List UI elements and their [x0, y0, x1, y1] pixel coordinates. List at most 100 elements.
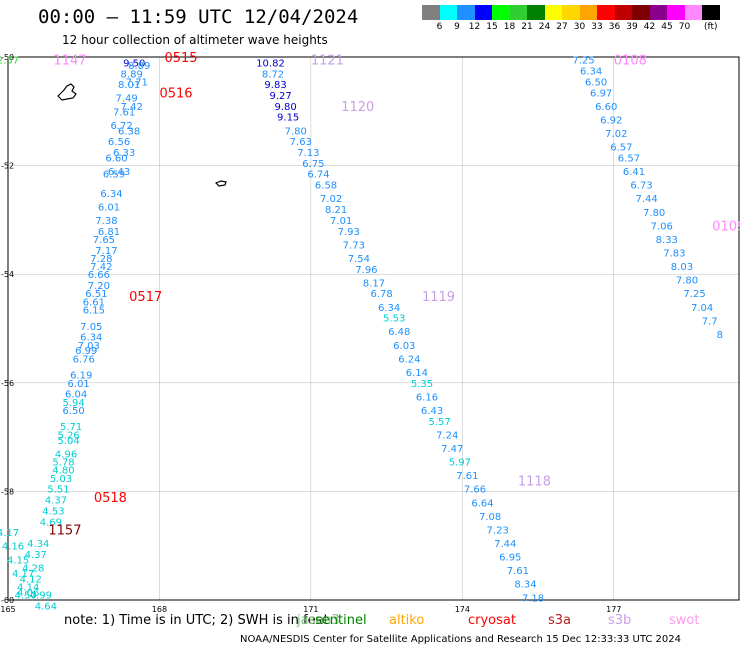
- swh-value-label: 6.57: [610, 143, 632, 154]
- swh-value-label: 6.95: [499, 553, 521, 564]
- swh-value-label: 5.04: [57, 436, 79, 447]
- swh-value-label: 7.18: [522, 593, 544, 604]
- swh-value-label: 7.42: [121, 102, 143, 113]
- colorbar-cell: [422, 5, 440, 20]
- swh-value-label: 7.42: [90, 262, 112, 273]
- satellite-legend-item: jason3: [297, 613, 340, 628]
- swh-value-label: 7.66: [464, 485, 486, 496]
- y-tick-label: -58: [1, 487, 14, 496]
- colorbar-cell: [492, 5, 510, 20]
- swh-value-label: 5.78: [52, 458, 74, 469]
- swh-value-label: 6.04: [65, 390, 87, 401]
- swh-value-label: 7.25: [683, 289, 705, 300]
- colorbar-label: 15: [486, 22, 498, 32]
- swh-value-label: 7.54: [348, 254, 370, 265]
- y-tick-label: -60: [1, 596, 14, 605]
- y-tick-label: -56: [1, 379, 14, 388]
- swh-value-label: 6.50: [62, 406, 84, 417]
- swh-value-label: 5.97: [449, 458, 471, 469]
- swh-value-label: 6.60: [595, 102, 617, 113]
- swh-value-label: 4.28: [22, 563, 44, 574]
- y-tick-label: -50: [1, 53, 14, 62]
- satellite-legend-item: s3a: [548, 613, 572, 628]
- swh-value-label: 7.80: [285, 126, 307, 137]
- swh-value-label: 6.15: [83, 305, 105, 316]
- swh-value-label: 6.56: [108, 137, 130, 148]
- swh-value-label: 4.15: [7, 555, 29, 566]
- swh-value-label: 7.61: [456, 471, 478, 482]
- swh-value-label: 5.53: [383, 314, 405, 325]
- colorbar-label: 39: [626, 22, 638, 32]
- swh-value-label: 6.38: [118, 126, 140, 137]
- swh-value-label: 7.03: [78, 341, 100, 352]
- swh-value-label: 6.57: [618, 153, 640, 164]
- swh-value-label: 6.61: [83, 297, 105, 308]
- swh-value-label: 5.26: [57, 430, 79, 441]
- colorbar-cell: [597, 5, 615, 20]
- colorbar-cell: [457, 5, 475, 20]
- swh-value-label: 4.12: [20, 574, 42, 585]
- satellite-legend-item: s3b: [608, 613, 632, 628]
- colorbar-label: 42: [643, 22, 656, 32]
- swh-value-label: 7.06: [651, 221, 673, 232]
- swh-value-label: 6.78: [370, 289, 392, 300]
- swh-value-label: 9.83: [264, 80, 286, 91]
- swh-value-label: 8.33: [656, 235, 678, 246]
- plot-frame: [7, 56, 740, 601]
- swh-value-label: 8.21: [325, 205, 347, 216]
- swh-value-label: 6.48: [388, 327, 410, 338]
- swh-value-label: 6.34: [100, 189, 122, 200]
- colorbar-label: (ft): [703, 22, 718, 32]
- satellite-legend-item: cryosat: [468, 613, 516, 628]
- swh-value-label: 7.28: [90, 254, 112, 265]
- swh-value-label: 7.61: [507, 566, 529, 577]
- pass-time-label: 0109: [712, 219, 740, 234]
- swh-value-label: 7.83: [663, 248, 685, 259]
- swh-value-label: 6.58: [315, 181, 337, 192]
- swh-value-label: 6.14: [406, 368, 428, 379]
- colorbar-label: 30: [573, 22, 586, 32]
- swh-value-label: 8.89: [121, 69, 143, 80]
- swh-value-label: 6.51: [85, 289, 107, 300]
- swh-value-label: 7.73: [343, 240, 365, 251]
- colorbar-cell: [562, 5, 580, 20]
- swh-value-label: 6.19: [70, 371, 92, 382]
- swh-value-label: 8.01: [118, 80, 140, 91]
- swh-value-label: 7.02: [605, 129, 627, 140]
- swh-value-label: 6.33: [113, 148, 135, 159]
- x-tick-label: 174: [455, 605, 470, 614]
- swh-value-label: 6.76: [73, 354, 95, 365]
- swh-value-label: 7.44: [635, 194, 657, 205]
- swh-value-label: 8: [717, 330, 723, 341]
- swh-value-label: 7.04: [691, 303, 713, 314]
- swh-value-label: 6.75: [302, 159, 324, 170]
- colorbar-label: 6: [436, 22, 443, 32]
- colorbar-cell: [632, 5, 650, 20]
- swh-value-label: 9.50: [123, 58, 145, 69]
- pass-time-label: 1147: [53, 54, 86, 69]
- swh-value-label: 5.71: [60, 422, 82, 433]
- swh-value-label: 7.49: [116, 94, 138, 105]
- swh-value-label: 6.03: [393, 341, 415, 352]
- swh-value-label: 6.34: [580, 67, 602, 78]
- swh-value-label: 7.61: [113, 107, 135, 118]
- swh-value-label: 8.89: [128, 61, 150, 72]
- chart-subtitle: 12 hour collection of altimeter wave hei…: [62, 33, 328, 47]
- swh-value-label: 7.47: [441, 444, 463, 455]
- swh-value-label: 7.01: [330, 216, 352, 227]
- swh-value-label: 6.01: [98, 202, 120, 213]
- swh-value-label: 4.50: [15, 591, 37, 602]
- swh-value-label: 5.03: [50, 474, 72, 485]
- swh-value-label: 6.34: [80, 333, 102, 344]
- colorbar-cell: [614, 5, 632, 20]
- swh-value-label: 7.71: [126, 77, 148, 88]
- swh-value-label: 8.72: [262, 69, 284, 80]
- swh-value-label: 4.99: [30, 591, 52, 602]
- colorbar-cell: [702, 5, 720, 20]
- pass-time-label: 0515: [164, 51, 197, 66]
- footer-note: note: 1) Time is in UTC; 2) SWH is in fe…: [64, 613, 329, 628]
- swh-value-label: 6.43: [108, 167, 130, 178]
- swh-value-label: 10.82: [256, 58, 285, 69]
- swh-value-label: 4.34: [27, 539, 49, 550]
